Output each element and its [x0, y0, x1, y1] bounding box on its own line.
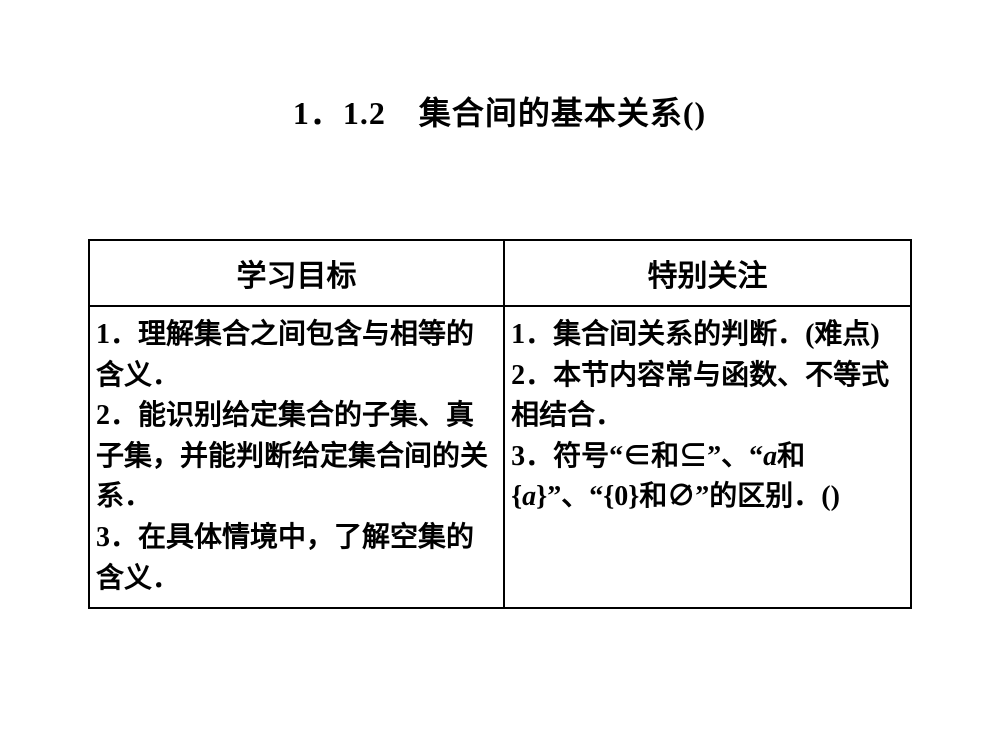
objective-item-3: 3．在具体情境中，了解空集的含义．	[96, 518, 497, 599]
table-header-row: 学习目标 特别关注	[89, 240, 911, 306]
focus-cell: 1．集合间关系的判断．(难点) 2．本节内容常与函数、不等式相结合． 3．符号“…	[504, 306, 911, 608]
objectives-cell: 1．理解集合之间包含与相等的含义． 2．能识别给定集合的子集、真子集，并能判断给…	[89, 306, 504, 608]
focus-item-2: 2．本节内容常与函数、不等式相结合．	[511, 356, 904, 437]
table-body-row: 1．理解集合之间包含与相等的含义． 2．能识别给定集合的子集、真子集，并能判断给…	[89, 306, 911, 608]
objective-item-1: 1．理解集合之间包含与相等的含义．	[96, 315, 497, 396]
objectives-table: 学习目标 特别关注 1．理解集合之间包含与相等的含义． 2．能识别给定集合的子集…	[88, 239, 912, 609]
header-focus: 特别关注	[504, 240, 911, 306]
focus-item-3: 3．符号“∈和⊆”、“a和{a}”、“{0}和∅”的区别．()	[511, 437, 904, 518]
header-objectives: 学习目标	[89, 240, 504, 306]
focus-item-1: 1．集合间关系的判断．(难点)	[511, 315, 904, 356]
objective-item-2: 2．能识别给定集合的子集、真子集，并能判断给定集合间的关系．	[96, 396, 497, 518]
page-title: 1．1.2 集合间的基本关系()	[0, 0, 999, 134]
